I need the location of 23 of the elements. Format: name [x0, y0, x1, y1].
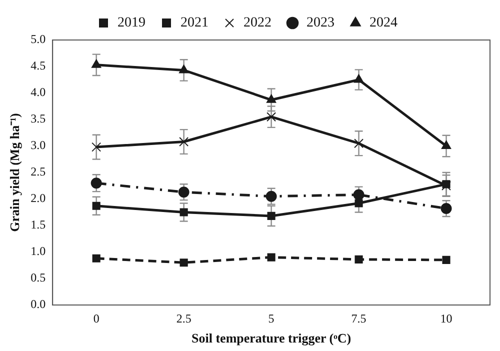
y-tick-label: 3.0: [30, 138, 46, 152]
y-tick-label: 4.0: [30, 85, 46, 100]
y-tick-label: 5.0: [30, 32, 46, 46]
x-tick-label: 5: [268, 311, 274, 326]
y-tick-label: 2.5: [30, 164, 46, 179]
legend-label: 2024: [370, 16, 398, 31]
y-tick-label: 1.5: [30, 218, 46, 232]
y-tick-label: 1.0: [30, 244, 46, 258]
y-tick-label: 4.5: [30, 58, 46, 73]
legend-label: 2021: [180, 16, 208, 31]
x-tick-label: 10: [440, 311, 452, 326]
legend-label: 2022: [244, 16, 272, 31]
y-tick-label: 0.0: [30, 297, 46, 312]
x-tick-label: 0: [93, 311, 100, 326]
x-axis-title: Soil temperature trigger (ᵒC): [192, 330, 352, 346]
x-tick-label: 2.5: [176, 311, 192, 326]
y-axis-title: Grain yield (Mg ha⁻¹): [7, 113, 22, 232]
y-tick-label: 0.5: [30, 270, 46, 285]
y-tick-label: 2.0: [30, 191, 46, 206]
x-tick-label: 7.5: [351, 311, 366, 326]
y-tick-label: 3.5: [30, 112, 46, 126]
legend-label: 2023: [306, 16, 334, 31]
legend-label: 2019: [118, 16, 146, 31]
